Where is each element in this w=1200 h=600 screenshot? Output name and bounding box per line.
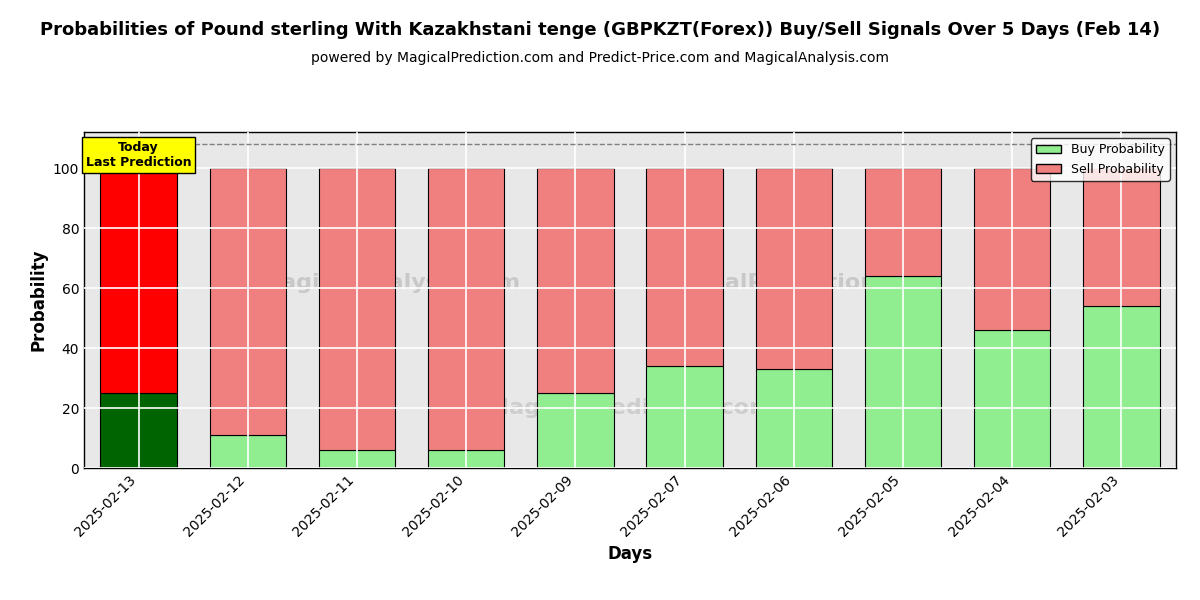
Bar xyxy=(756,168,832,369)
Text: Probabilities of Pound sterling With Kazakhstani tenge (GBPKZT(Forex)) Buy/Sell : Probabilities of Pound sterling With Kaz… xyxy=(40,21,1160,39)
Bar xyxy=(101,168,176,393)
Bar xyxy=(210,435,286,468)
Text: MagicalPrediction.com: MagicalPrediction.com xyxy=(652,273,936,293)
Bar xyxy=(647,366,722,468)
Bar xyxy=(428,450,504,468)
Bar xyxy=(210,168,286,435)
Bar xyxy=(865,168,941,276)
Text: MagicalAnalysis.com: MagicalAnalysis.com xyxy=(259,273,521,293)
Bar xyxy=(319,450,395,468)
Text: MagicalPrediction.com: MagicalPrediction.com xyxy=(487,398,773,418)
Bar xyxy=(974,330,1050,468)
Bar xyxy=(101,393,176,468)
Bar xyxy=(319,168,395,450)
Bar xyxy=(1084,168,1159,306)
Text: Today
Last Prediction: Today Last Prediction xyxy=(85,141,192,169)
Bar xyxy=(1084,306,1159,468)
Bar xyxy=(974,168,1050,330)
Text: powered by MagicalPrediction.com and Predict-Price.com and MagicalAnalysis.com: powered by MagicalPrediction.com and Pre… xyxy=(311,51,889,65)
Bar xyxy=(865,276,941,468)
Y-axis label: Probability: Probability xyxy=(29,249,47,351)
Bar xyxy=(538,393,613,468)
Bar xyxy=(647,168,722,366)
Bar xyxy=(538,168,613,393)
Bar xyxy=(756,369,832,468)
X-axis label: Days: Days xyxy=(607,545,653,563)
Bar xyxy=(428,168,504,450)
Legend: Buy Probability, Sell Probability: Buy Probability, Sell Probability xyxy=(1031,138,1170,181)
